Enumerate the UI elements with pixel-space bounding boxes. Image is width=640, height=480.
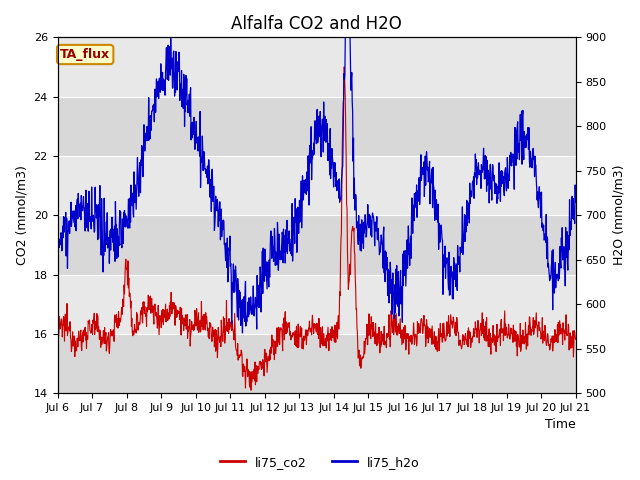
Y-axis label: H2O (mmol/m3): H2O (mmol/m3) — [612, 165, 625, 265]
Bar — [58, 275, 575, 334]
Bar — [58, 156, 575, 215]
Title: Alfalfa CO2 and H2O: Alfalfa CO2 and H2O — [231, 15, 402, 33]
Bar — [58, 37, 575, 96]
Text: TA_flux: TA_flux — [60, 48, 110, 61]
Bar — [58, 96, 575, 156]
Y-axis label: CO2 (mmol/m3): CO2 (mmol/m3) — [15, 165, 28, 265]
Legend: li75_co2, li75_h2o: li75_co2, li75_h2o — [215, 451, 425, 474]
Bar — [58, 334, 575, 393]
X-axis label: Time: Time — [545, 419, 575, 432]
Bar — [58, 215, 575, 275]
